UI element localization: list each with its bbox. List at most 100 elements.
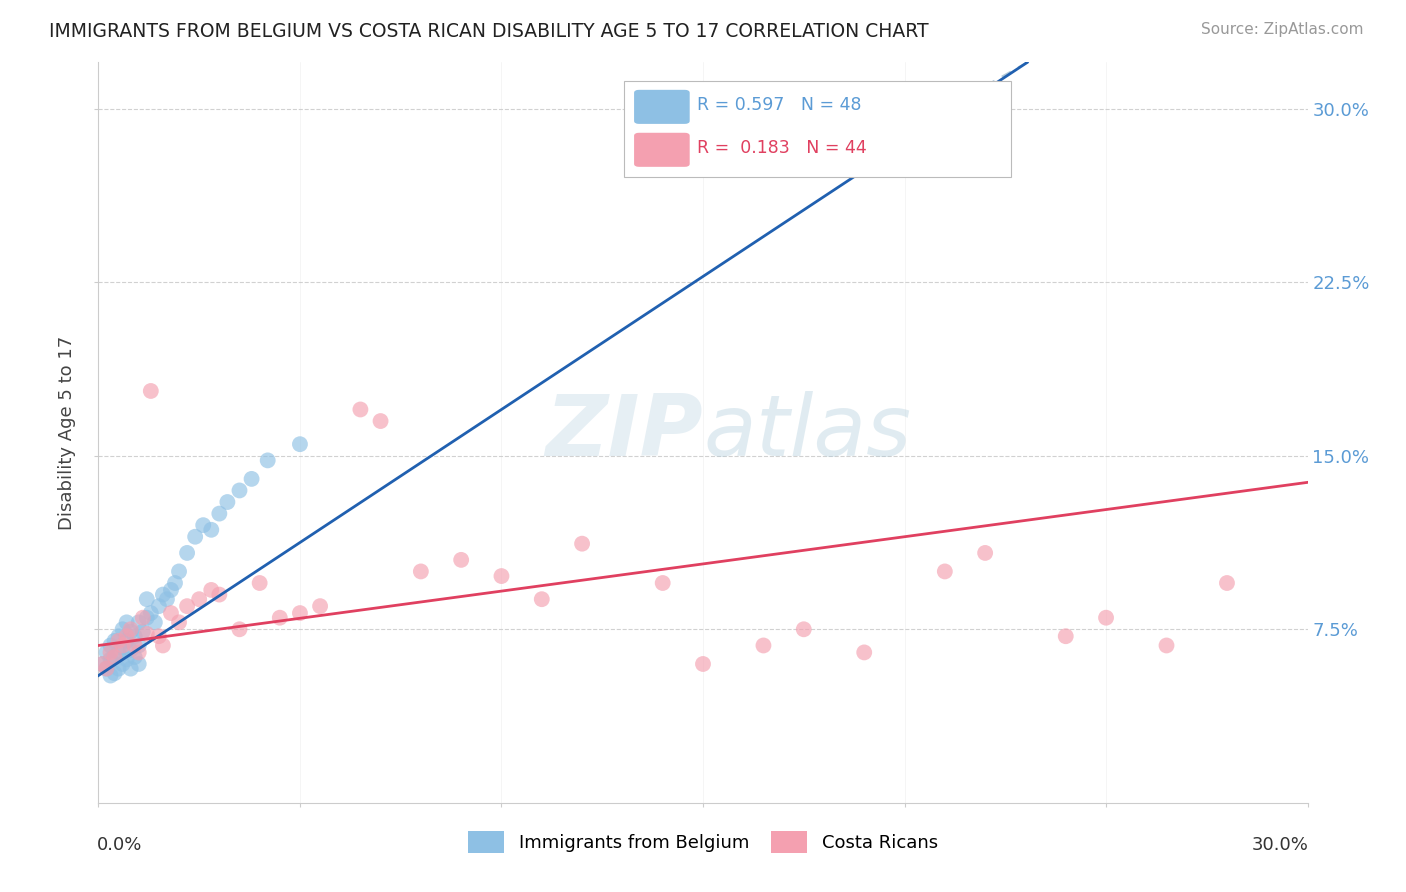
Point	[107, 633, 129, 648]
Point	[115, 615, 138, 630]
Point	[139, 606, 162, 620]
Text: R = 0.597   N = 48: R = 0.597 N = 48	[697, 95, 862, 113]
Point	[288, 606, 311, 620]
Point	[256, 453, 278, 467]
Point	[288, 437, 311, 451]
Point	[934, 102, 956, 116]
Point	[124, 629, 146, 643]
Point	[853, 645, 876, 659]
Legend: Immigrants from Belgium, Costa Ricans: Immigrants from Belgium, Costa Ricans	[461, 824, 945, 861]
Point	[200, 582, 222, 597]
Point	[160, 582, 183, 597]
Point	[100, 652, 122, 666]
Text: ZIP: ZIP	[546, 391, 703, 475]
Point	[91, 657, 114, 671]
Point	[240, 472, 263, 486]
Point	[124, 639, 146, 653]
Point	[100, 668, 122, 682]
Point	[128, 615, 150, 630]
Point	[167, 615, 190, 630]
Point	[571, 536, 593, 550]
Point	[107, 645, 129, 659]
Point	[188, 592, 211, 607]
Point	[107, 662, 129, 676]
Point	[651, 576, 673, 591]
Point	[143, 615, 166, 630]
Point	[148, 629, 170, 643]
Point	[128, 657, 150, 671]
Point	[120, 643, 142, 657]
Point	[167, 565, 190, 579]
Point	[692, 657, 714, 671]
Point	[111, 639, 134, 653]
Text: 30.0%: 30.0%	[1251, 836, 1309, 855]
Text: 0.0%: 0.0%	[97, 836, 142, 855]
Point	[156, 592, 179, 607]
Point	[103, 650, 125, 665]
Point	[139, 384, 162, 398]
Point	[96, 662, 118, 676]
Point	[200, 523, 222, 537]
Point	[160, 606, 183, 620]
Point	[349, 402, 371, 417]
Point	[107, 629, 129, 643]
Point	[152, 639, 174, 653]
Point	[100, 645, 122, 659]
Point	[228, 622, 250, 636]
Point	[163, 576, 186, 591]
Point	[124, 650, 146, 665]
Text: IMMIGRANTS FROM BELGIUM VS COSTA RICAN DISABILITY AGE 5 TO 17 CORRELATION CHART: IMMIGRANTS FROM BELGIUM VS COSTA RICAN D…	[49, 22, 929, 41]
Point	[530, 592, 553, 607]
Point	[135, 592, 157, 607]
Point	[974, 546, 997, 560]
Point	[115, 652, 138, 666]
Text: atlas: atlas	[703, 391, 911, 475]
Point	[193, 518, 215, 533]
Point	[793, 622, 815, 636]
Point	[128, 645, 150, 659]
Point	[103, 650, 125, 665]
Text: Source: ZipAtlas.com: Source: ZipAtlas.com	[1201, 22, 1364, 37]
Point	[409, 565, 432, 579]
Point	[217, 495, 239, 509]
Point	[111, 622, 134, 636]
FancyBboxPatch shape	[634, 90, 690, 124]
Point	[115, 629, 138, 643]
Point	[249, 576, 271, 591]
Point	[228, 483, 250, 498]
Point	[934, 565, 956, 579]
Point	[120, 622, 142, 636]
FancyBboxPatch shape	[634, 133, 690, 167]
Point	[100, 639, 122, 653]
Point	[111, 640, 134, 655]
Point	[184, 530, 207, 544]
Point	[91, 657, 114, 671]
Point	[120, 624, 142, 639]
Point	[370, 414, 392, 428]
Point	[1156, 639, 1178, 653]
Point	[1216, 576, 1239, 591]
Y-axis label: Disability Age 5 to 17: Disability Age 5 to 17	[58, 335, 76, 530]
Point	[135, 610, 157, 624]
Point	[152, 588, 174, 602]
Point	[269, 610, 291, 624]
Point	[148, 599, 170, 614]
Point	[491, 569, 513, 583]
Point	[1054, 629, 1077, 643]
Point	[120, 662, 142, 676]
Point	[115, 633, 138, 648]
Point	[176, 599, 198, 614]
Point	[752, 639, 775, 653]
Point	[208, 507, 231, 521]
Point	[96, 662, 118, 676]
Point	[208, 588, 231, 602]
Point	[128, 639, 150, 653]
Point	[103, 633, 125, 648]
Point	[176, 546, 198, 560]
Point	[135, 627, 157, 641]
Point	[1095, 610, 1118, 624]
Point	[103, 666, 125, 681]
Point	[450, 553, 472, 567]
Text: R =  0.183   N = 44: R = 0.183 N = 44	[697, 138, 866, 157]
Point	[309, 599, 332, 614]
